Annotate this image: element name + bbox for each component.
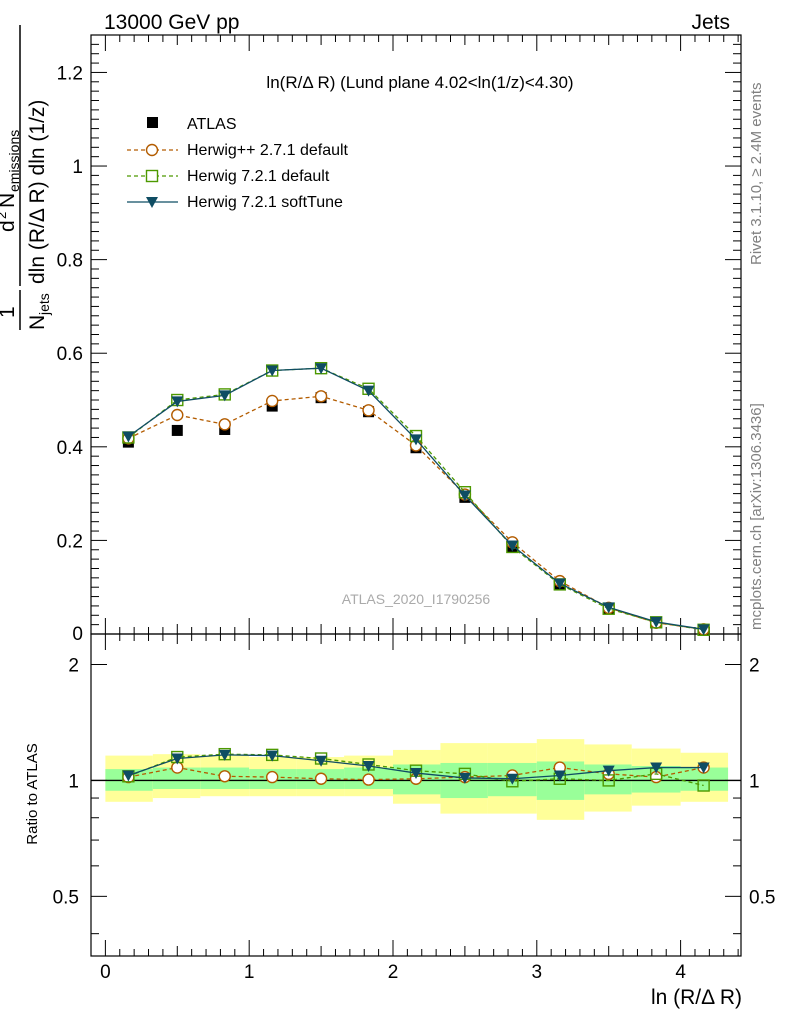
main-y-tick-label-zero: 0	[72, 624, 83, 645]
data-point	[218, 390, 231, 402]
legend-label-atlas: ATLAS	[187, 116, 237, 133]
legend: ATLAS Herwig++ 2.7.1 default Herwig 7.2.…	[127, 116, 349, 211]
data-point	[171, 753, 184, 765]
series-herwig-7-2-1-softtune	[122, 749, 710, 785]
main-y-tick-label: 1	[72, 157, 83, 178]
data-point	[410, 768, 422, 780]
legend-label-herwig-721-softtune: Herwig 7.2.1 softTune	[187, 194, 343, 211]
stat-uncertainty-band	[680, 767, 729, 791]
watermark: ATLAS_2020_I1790256	[342, 591, 491, 607]
x-tick-label: 2	[388, 962, 399, 983]
data-point	[265, 394, 279, 408]
ratio-y-tick-label: 0.5	[53, 887, 79, 908]
header-left: 13000 GeV pp	[104, 11, 239, 34]
data-point	[314, 390, 328, 403]
data-point	[218, 770, 231, 783]
plot-title: ln(R/Δ R) (Lund plane 4.02<ln(1/z)<4.30)	[266, 73, 573, 92]
legend-label-herwigpp-271: Herwig++ 2.7.1 default	[187, 142, 349, 159]
data-point	[650, 616, 663, 628]
main-y-axis-label: N jets 1 dln (R/Δ R) dln (1/z) d 2 N emi…	[0, 25, 52, 330]
data-point	[171, 396, 184, 408]
data-point	[553, 578, 566, 590]
side-mcplots: mcplots.cern.ch [arXiv:1306.3436]	[748, 403, 765, 630]
ratio-y-tick-label: 1	[68, 771, 79, 792]
legend-marker-herwigpp-271	[145, 143, 159, 157]
svg-text:2: 2	[0, 212, 9, 219]
svg-text:jets: jets	[36, 293, 52, 316]
data-point	[218, 418, 231, 431]
data-point	[697, 779, 710, 792]
legend-entry-herwig-721-default: Herwig 7.2.1 default	[127, 168, 330, 185]
data-point	[602, 602, 615, 614]
side-rivet: Rivet 3.1.10, ≥ 2.4M events	[748, 83, 765, 266]
ratio-plot-frame	[90, 633, 742, 957]
svg-text:1: 1	[0, 306, 19, 318]
legend-entry-atlas: ATLAS	[147, 116, 237, 133]
main-y-tick-label: 0.8	[57, 251, 83, 272]
legend-marker-herwig-721-default	[145, 169, 159, 183]
data-point	[315, 755, 328, 767]
data-point	[171, 424, 183, 436]
axis-ticks: 0 1 2 3 4 0.2 0.4 0.6 0.8 1 1.2 0 0.5 0.5 1 1 2 2	[53, 35, 775, 983]
main-y-tick-label: 0.2	[57, 531, 83, 552]
data-point	[266, 750, 279, 762]
stat-uncertainty-band	[152, 767, 201, 789]
ratio-y-tick-label-right: 0.5	[749, 887, 775, 908]
x-tick-label: 4	[675, 962, 686, 983]
legend-entry-herwig-721-softtune: Herwig 7.2.1 softTune	[127, 194, 343, 211]
main-y-tick-label: 1.2	[57, 63, 83, 84]
ratio-y-axis-label: Ratio to ATLAS	[24, 743, 41, 844]
data-point	[265, 770, 279, 784]
header-right: Jets	[691, 11, 730, 34]
data-point	[122, 770, 135, 782]
svg-text:N: N	[26, 315, 49, 330]
data-point	[171, 408, 184, 422]
data-point	[506, 540, 519, 552]
data-point	[506, 773, 519, 785]
ratio-y-tick-label-right: 1	[749, 771, 760, 792]
svg-text:dln (R/Δ R) dln (1/z): dln (R/Δ R) dln (1/z)	[26, 100, 49, 284]
data-point	[650, 762, 663, 774]
series-herwig-7-2-1-softtune	[122, 363, 710, 636]
data-point	[362, 773, 375, 786]
svg-text:d: d	[0, 220, 19, 232]
data-point	[218, 749, 231, 761]
data-point	[602, 765, 615, 777]
ratio-y-tick-label-right: 2	[749, 655, 760, 676]
data-point	[697, 624, 710, 636]
data-point	[266, 365, 279, 377]
svg-text:emissions: emissions	[6, 130, 22, 192]
data-point	[362, 761, 375, 773]
main-y-tick-label: 0.4	[57, 438, 84, 459]
data-point	[122, 431, 135, 443]
data-series	[122, 361, 710, 792]
legend-marker-herwig-721-softtune	[146, 197, 158, 208]
svg-text:N: N	[0, 193, 19, 208]
data-point	[362, 404, 375, 417]
main-y-tick-label: 0.6	[57, 344, 83, 365]
data-point	[315, 363, 328, 375]
x-axis-label: ln (R/Δ R)	[651, 986, 742, 1009]
data-point	[314, 772, 328, 785]
ratio-y-tick-label: 2	[68, 655, 79, 676]
data-point	[362, 385, 375, 397]
legend-marker-atlas	[147, 117, 158, 128]
data-point	[458, 772, 471, 784]
legend-label-herwig-721-default: Herwig 7.2.1 default	[187, 168, 330, 185]
x-tick-label: 0	[100, 962, 111, 983]
data-point	[553, 770, 566, 782]
data-point	[697, 762, 710, 774]
data-point	[458, 490, 471, 502]
x-tick-label: 1	[244, 962, 255, 983]
x-tick-label: 3	[532, 962, 543, 983]
legend-entry-herwigpp-271: Herwig++ 2.7.1 default	[127, 142, 349, 159]
data-point	[410, 434, 422, 446]
